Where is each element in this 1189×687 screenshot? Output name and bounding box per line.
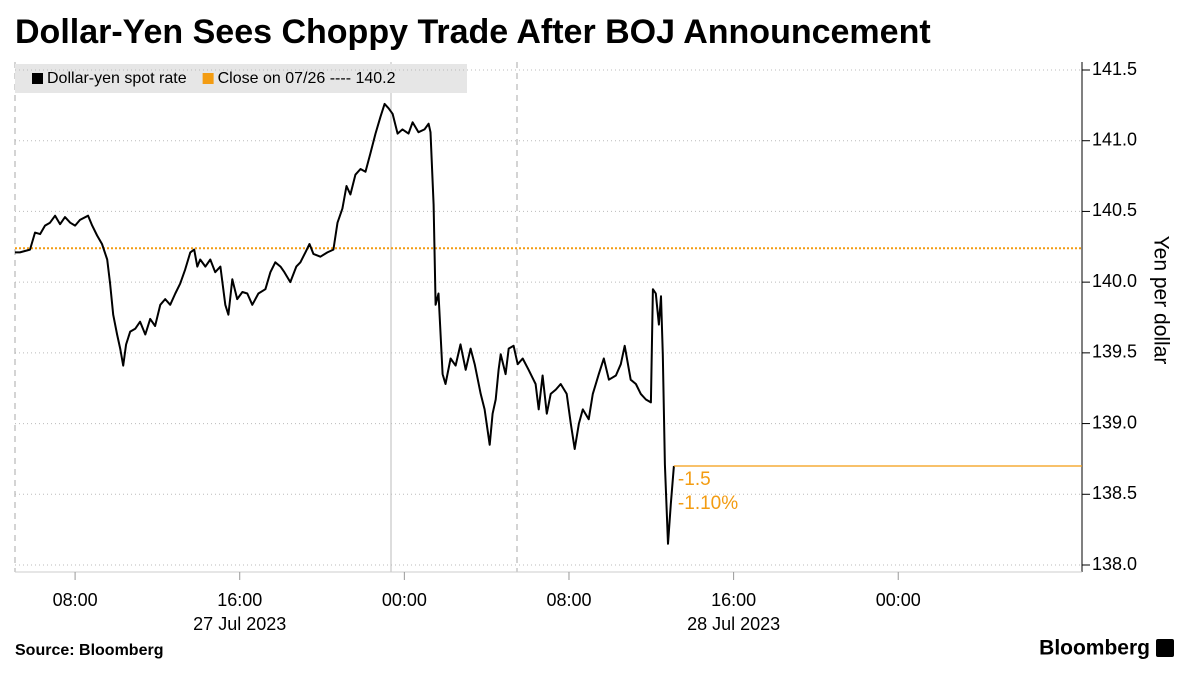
date-label: 28 Jul 2023 bbox=[687, 614, 780, 634]
y-tick-label: 141.5 bbox=[1092, 59, 1137, 79]
x-tick-label: 08:00 bbox=[546, 590, 591, 610]
brand-icon bbox=[1156, 639, 1174, 657]
brand: Bloomberg bbox=[1039, 637, 1150, 660]
legend-label: Dollar-yen spot rate bbox=[47, 70, 187, 87]
y-tick-label: 141.0 bbox=[1092, 129, 1137, 149]
y-axis-label: Yen per dollar bbox=[1149, 236, 1172, 365]
y-tick-label: 139.0 bbox=[1092, 412, 1137, 432]
legend-label: Close on 07/26 ---- 140.2 bbox=[218, 70, 396, 87]
x-tick-label: 08:00 bbox=[53, 590, 98, 610]
x-tick-label: 16:00 bbox=[711, 590, 756, 610]
y-tick-label: 140.0 bbox=[1092, 271, 1137, 291]
legend-box bbox=[15, 64, 467, 93]
date-label: 27 Jul 2023 bbox=[193, 614, 286, 634]
x-tick-label: 00:00 bbox=[382, 590, 427, 610]
change-label: -1.5 bbox=[678, 469, 711, 490]
source: Source: Bloomberg bbox=[15, 642, 163, 659]
x-tick-label: 16:00 bbox=[217, 590, 262, 610]
x-tick-label: 00:00 bbox=[876, 590, 921, 610]
y-tick-label: 138.5 bbox=[1092, 483, 1137, 503]
legend-swatch bbox=[32, 73, 43, 84]
price-line bbox=[15, 102, 675, 545]
y-tick-label: 139.5 bbox=[1092, 342, 1137, 362]
y-tick-label: 140.5 bbox=[1092, 200, 1137, 220]
chart-title: Dollar-Yen Sees Choppy Trade After BOJ A… bbox=[15, 13, 931, 51]
change-label: -1.10% bbox=[678, 493, 738, 514]
y-tick-label: 138.0 bbox=[1092, 554, 1137, 574]
legend-swatch bbox=[202, 73, 214, 84]
